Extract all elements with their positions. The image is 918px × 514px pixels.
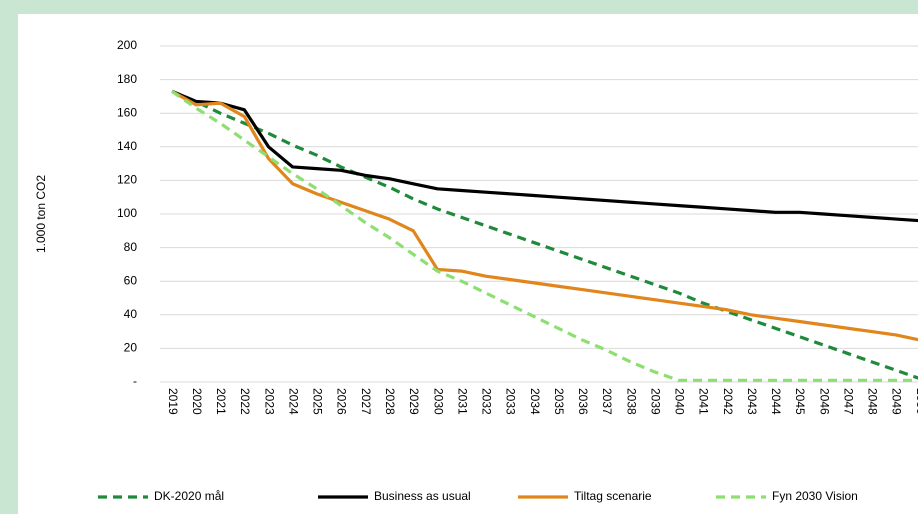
x-tick-label: 2034 xyxy=(528,388,542,415)
y-tick-label: 60 xyxy=(124,273,138,287)
y-tick-label: - xyxy=(133,374,137,388)
y-axis-label: 1.000 ton CO2 xyxy=(34,175,48,253)
x-tick-label: 2038 xyxy=(624,388,638,415)
y-tick-label: 160 xyxy=(117,105,137,119)
y-tick-label: 180 xyxy=(117,72,137,86)
x-tick-label: 2020 xyxy=(190,388,204,415)
x-tick-label: 2039 xyxy=(648,388,662,415)
x-tick-label: 2044 xyxy=(769,388,783,415)
x-tick-label: 2024 xyxy=(286,388,300,415)
x-tick-label: 2041 xyxy=(697,388,711,415)
x-tick-label: 2042 xyxy=(721,388,735,415)
x-tick-label: 2027 xyxy=(359,388,373,415)
series-line xyxy=(171,89,918,342)
y-tick-label: 120 xyxy=(117,173,137,187)
x-tick-label: 2040 xyxy=(673,388,687,415)
x-tick-label: 2022 xyxy=(238,388,252,415)
y-tick-label: 140 xyxy=(117,139,137,153)
legend-label: Fyn 2030 Vision xyxy=(772,489,858,503)
x-tick-label: 2029 xyxy=(407,388,421,415)
legend-label: DK-2020 mål xyxy=(154,489,224,503)
x-tick-label: 2036 xyxy=(576,388,590,415)
x-tick-label: 2046 xyxy=(817,388,831,415)
series-line xyxy=(171,90,918,382)
chart-background xyxy=(18,14,918,514)
x-tick-label: 2028 xyxy=(383,388,397,415)
y-tick-label: 100 xyxy=(117,206,137,220)
y-tick-label: 200 xyxy=(117,38,137,52)
x-tick-label: 2049 xyxy=(890,388,904,415)
x-tick-label: 2021 xyxy=(214,388,228,415)
x-tick-label: 2026 xyxy=(335,388,349,415)
x-tick-label: 2025 xyxy=(311,388,325,415)
x-tick-label: 2047 xyxy=(841,388,855,415)
x-tick-label: 2031 xyxy=(455,388,469,415)
series-line xyxy=(171,89,918,380)
x-tick-label: 2033 xyxy=(504,388,518,415)
x-tick-label: 2030 xyxy=(431,388,445,415)
x-tick-label: 2019 xyxy=(166,388,180,415)
y-tick-label: 20 xyxy=(124,341,138,355)
x-tick-label: 2050 xyxy=(914,388,918,415)
x-tick-label: 2043 xyxy=(745,388,759,415)
x-tick-label: 2035 xyxy=(552,388,566,415)
legend-label: Business as usual xyxy=(374,489,471,503)
x-tick-label: 2045 xyxy=(793,388,807,415)
legend-label: Tiltag scenarie xyxy=(574,489,652,503)
x-tick-label: 2032 xyxy=(480,388,494,415)
y-tick-label: 40 xyxy=(124,307,138,321)
y-tick-label: 80 xyxy=(124,240,138,254)
x-tick-label: 2023 xyxy=(262,388,276,415)
x-tick-label: 2048 xyxy=(866,388,880,415)
x-tick-label: 2037 xyxy=(600,388,614,415)
series-line xyxy=(171,89,918,223)
